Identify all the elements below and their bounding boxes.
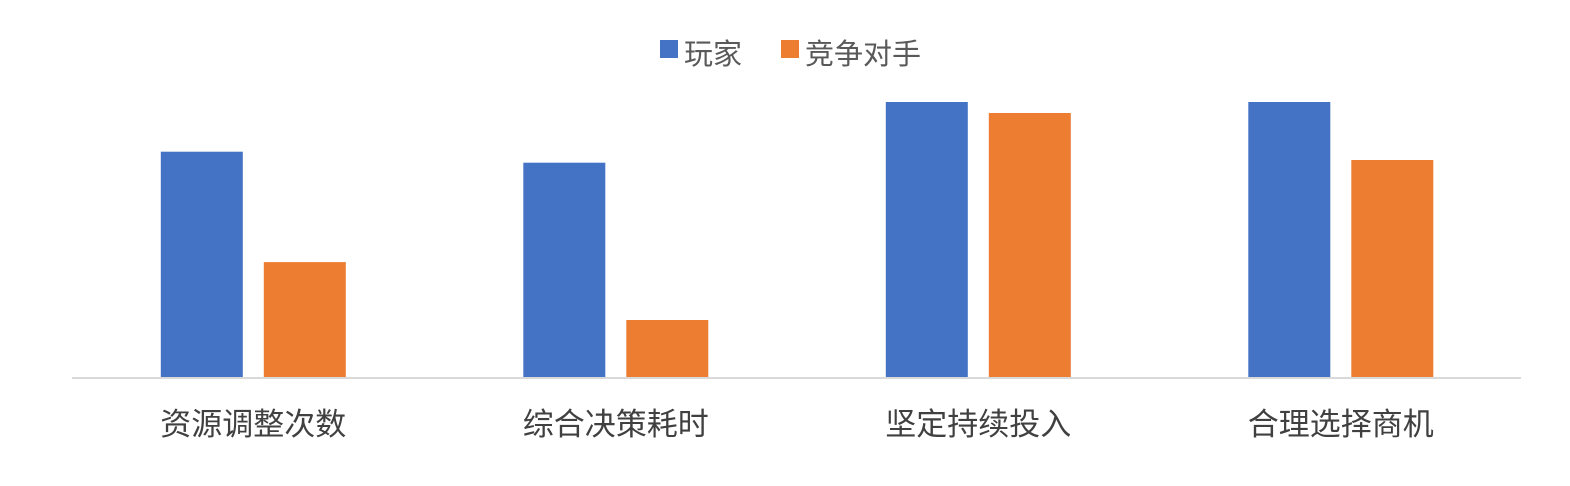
- category-label-3: 坚定持续投入: [885, 407, 1071, 443]
- legend-label-competitor: 竞争对手: [805, 37, 921, 71]
- category-label-4: 合理选择商机: [1248, 407, 1434, 443]
- bar-competitor-2: [626, 320, 709, 378]
- category-labels: 资源调整次数 综合决策耗时 坚定持续投入 合理选择商机: [160, 407, 1434, 443]
- category-label-2: 综合决策耗时: [523, 407, 709, 443]
- bar-competitor-3: [988, 113, 1071, 378]
- bar-competitor-1: [263, 262, 346, 378]
- legend-swatch-player: [660, 40, 678, 58]
- bar-player-4: [1248, 102, 1331, 378]
- bars-group: [160, 102, 1434, 378]
- bar-player-1: [160, 151, 243, 378]
- legend-swatch-competitor: [781, 40, 799, 58]
- category-label-1: 资源调整次数: [160, 407, 346, 443]
- legend-label-player: 玩家: [684, 37, 742, 71]
- bar-player-2: [523, 162, 606, 378]
- legend: 玩家 竞争对手: [660, 37, 921, 71]
- bar-player-3: [885, 102, 968, 378]
- bar-competitor-4: [1351, 160, 1434, 378]
